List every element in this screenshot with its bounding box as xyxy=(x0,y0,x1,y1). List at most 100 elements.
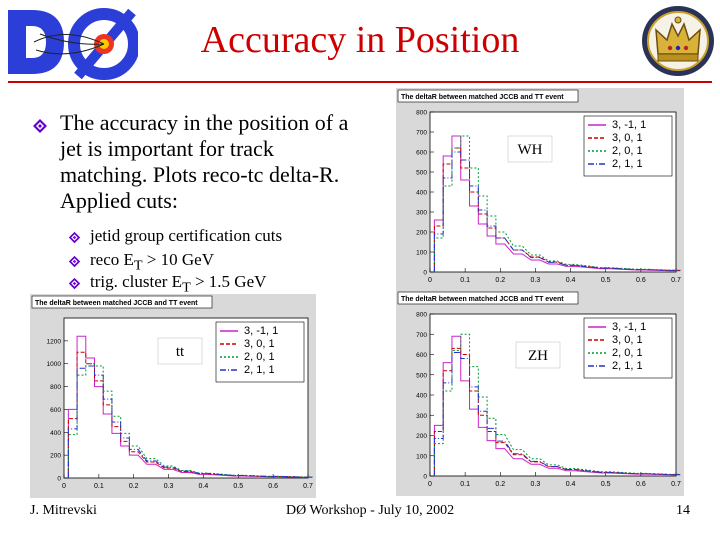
chart-title-box xyxy=(397,89,579,103)
y-tick-label: 300 xyxy=(416,413,427,420)
plot-zh: The deltaR between matched JCCB and TT e… xyxy=(396,290,684,496)
plot-tt: The deltaR between matched JCCB and TT e… xyxy=(30,294,316,498)
slide-title: Accuracy in Position xyxy=(200,19,520,61)
series-line xyxy=(433,335,681,476)
y-tick-label: 1000 xyxy=(47,361,62,368)
x-tick-label: 0.2 xyxy=(129,483,139,490)
y-tick-label: 500 xyxy=(416,372,427,379)
sub-bullet-text: > 10 GeV xyxy=(142,250,214,269)
crown-crest-icon xyxy=(640,4,716,78)
footer-author: J. Mitrevski xyxy=(30,503,97,518)
legend-entry: 2, 0, 1 xyxy=(244,351,275,363)
x-tick-label: 0.3 xyxy=(531,481,541,488)
y-tick-label: 500 xyxy=(416,170,427,177)
sub-bullet-text: trig. cluster E xyxy=(90,272,183,291)
legend-entry: 3, 0, 1 xyxy=(244,338,275,350)
sample-label: tt xyxy=(176,344,185,360)
legend-box xyxy=(583,317,673,379)
chart-title: The deltaR between matched JCCB and TT e… xyxy=(401,94,564,101)
series-line xyxy=(67,365,313,478)
legend-entry: 2, 1, 1 xyxy=(244,364,275,376)
series-line xyxy=(433,151,681,272)
y-tick-label: 700 xyxy=(416,332,427,339)
y-tick-label: 200 xyxy=(50,453,61,460)
y-tick-label: 800 xyxy=(416,110,427,117)
x-tick-label: 0 xyxy=(62,483,66,490)
x-tick-label: 0.4 xyxy=(566,481,576,488)
legend-entry: 3, -1, 1 xyxy=(612,321,646,333)
sub-bullet-text: reco E xyxy=(90,250,134,269)
x-tick-label: 0.2 xyxy=(495,277,505,284)
sub-bullet-3: trig. cluster ET > 1.5 GeV xyxy=(68,272,266,297)
y-tick-label: 600 xyxy=(50,407,61,414)
sample-label: ZH xyxy=(528,348,548,364)
y-tick-label: 400 xyxy=(50,430,61,437)
x-tick-label: 0.5 xyxy=(233,483,243,490)
legend-entry: 3, -1, 1 xyxy=(612,119,646,131)
y-tick-label: 800 xyxy=(416,312,427,319)
x-tick-label: 0.4 xyxy=(199,483,209,490)
legend-box xyxy=(215,321,305,383)
y-tick-label: 0 xyxy=(423,474,427,481)
y-tick-label: 100 xyxy=(416,453,427,460)
x-tick-label: 0.4 xyxy=(566,277,576,284)
plot-wh: The deltaR between matched JCCB and TT e… xyxy=(396,88,684,292)
chart-title: The deltaR between matched JCCB and TT e… xyxy=(35,300,198,307)
legend-box xyxy=(583,115,673,177)
x-tick-label: 0.7 xyxy=(671,277,681,284)
x-tick-label: 0.3 xyxy=(531,277,541,284)
main-bullet: The accuracy in the position of a jet is… xyxy=(32,110,352,214)
sub-bullet-1: jetid group certification cuts xyxy=(68,226,282,246)
y-tick-label: 400 xyxy=(416,393,427,400)
x-tick-label: 0.6 xyxy=(268,483,278,490)
sub-bullet-text: > 1.5 GeV xyxy=(190,272,267,291)
main-bullet-text: The accuracy in the position of a jet is… xyxy=(60,110,349,213)
sample-label: WH xyxy=(518,142,543,158)
legend-entry: 3, -1, 1 xyxy=(244,325,278,337)
x-tick-label: 0.7 xyxy=(303,483,313,490)
sample-label-box xyxy=(507,135,553,163)
deltaR-chart-zh: The deltaR between matched JCCB and TT e… xyxy=(396,290,684,496)
subscript: T xyxy=(133,257,143,274)
y-tick-label: 200 xyxy=(416,230,427,237)
y-tick-label: 400 xyxy=(416,190,427,197)
x-tick-label: 0 xyxy=(428,277,432,284)
y-tick-label: 200 xyxy=(416,433,427,440)
legend-entry: 3, 0, 1 xyxy=(612,132,643,144)
x-tick-label: 0.7 xyxy=(671,481,681,488)
footer-event: DØ Workshop - July 10, 2002 xyxy=(286,503,455,518)
diamond-bullet-icon xyxy=(68,275,81,295)
diamond-bullet-icon xyxy=(68,253,81,273)
x-tick-label: 0.1 xyxy=(460,481,470,488)
chart-title-box xyxy=(31,295,213,309)
y-tick-label: 800 xyxy=(50,384,61,391)
series-line xyxy=(433,135,681,272)
legend-entry: 3, 0, 1 xyxy=(612,334,643,346)
x-tick-label: 0.1 xyxy=(94,483,104,490)
deltaR-chart-wh: The deltaR between matched JCCB and TT e… xyxy=(396,88,684,292)
x-tick-label: 0.5 xyxy=(601,277,611,284)
sub-bullet-2: reco ET > 10 GeV xyxy=(68,250,214,275)
y-tick-label: 0 xyxy=(423,270,427,277)
chart-title: The deltaR between matched JCCB and TT e… xyxy=(401,296,564,303)
x-tick-label: 0.2 xyxy=(495,481,505,488)
x-tick-label: 0.5 xyxy=(601,481,611,488)
series-line xyxy=(433,351,681,476)
y-tick-label: 300 xyxy=(416,210,427,217)
y-tick-label: 700 xyxy=(416,130,427,137)
y-tick-label: 100 xyxy=(416,250,427,257)
y-tick-label: 1200 xyxy=(47,338,62,345)
sample-label-box xyxy=(157,337,203,365)
title-underline xyxy=(8,81,712,83)
y-tick-label: 0 xyxy=(57,476,61,483)
d0-logo xyxy=(6,6,140,80)
legend-entry: 2, 0, 1 xyxy=(612,145,643,157)
deltaR-chart-tt: The deltaR between matched JCCB and TT e… xyxy=(30,294,316,498)
y-tick-label: 600 xyxy=(416,352,427,359)
sub-bullet-text: jetid group certification cuts xyxy=(90,226,283,245)
footer-page-number: 14 xyxy=(676,503,690,518)
diamond-bullet-icon xyxy=(32,114,48,140)
x-tick-label: 0 xyxy=(428,481,432,488)
x-tick-label: 0.6 xyxy=(636,481,646,488)
legend-entry: 2, 0, 1 xyxy=(612,347,643,359)
